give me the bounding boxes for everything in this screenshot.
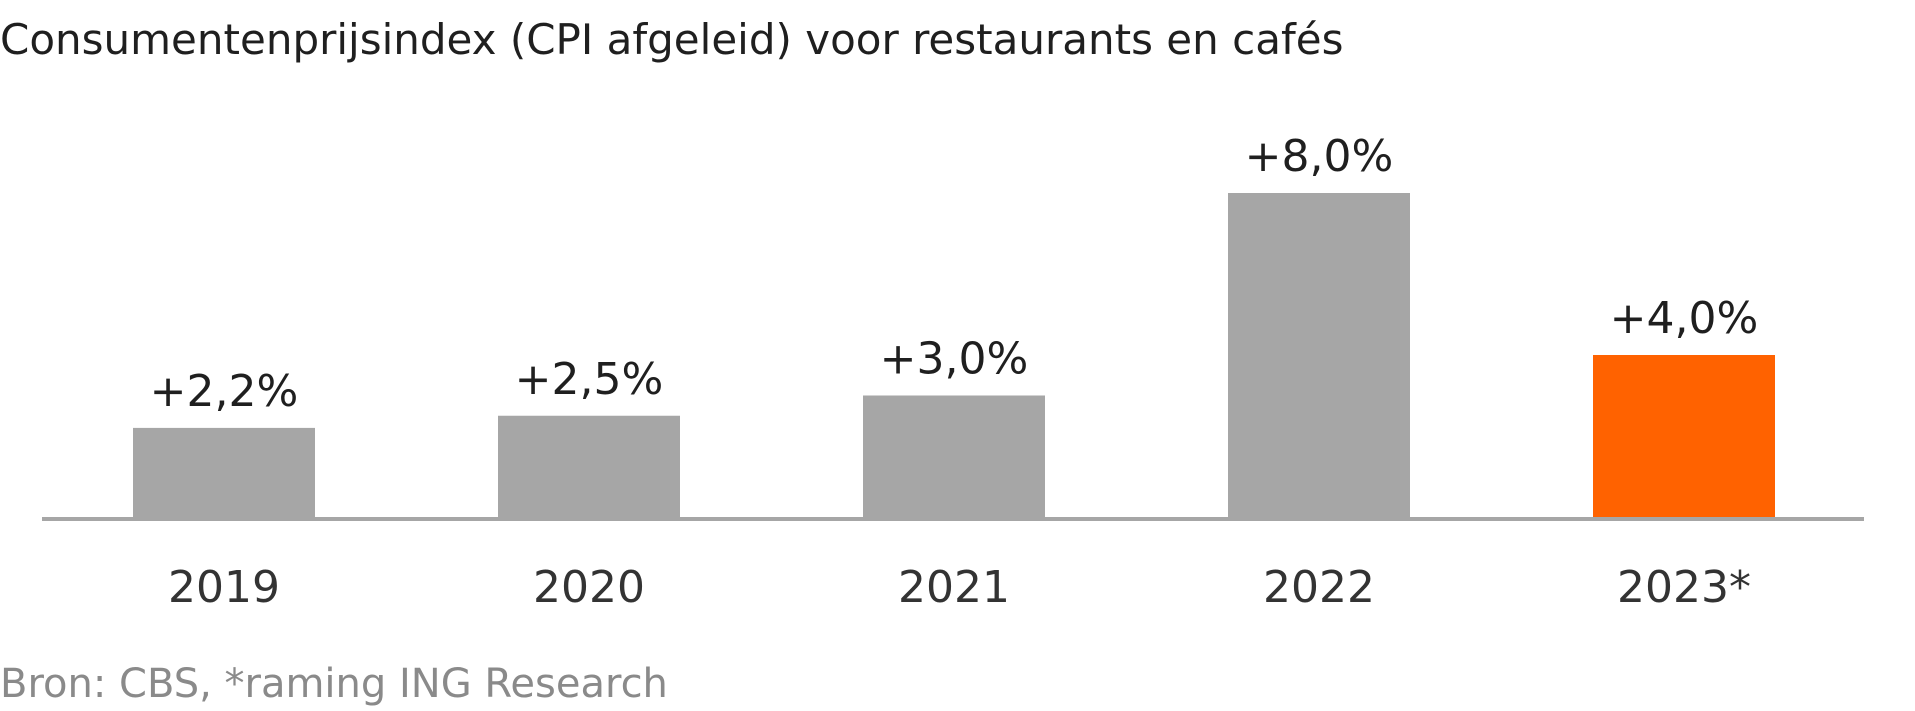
bar-2020 bbox=[498, 415, 680, 517]
value-label-2020: +2,5% bbox=[515, 354, 664, 405]
value-label-2022: +8,0% bbox=[1245, 131, 1394, 182]
bar-2023 bbox=[1593, 355, 1775, 517]
value-label-2021: +3,0% bbox=[880, 334, 1029, 385]
value-label-2023: +4,0% bbox=[1610, 293, 1759, 344]
category-label-2019: 2019 bbox=[168, 562, 280, 613]
category-label-2021: 2021 bbox=[898, 562, 1010, 613]
value-label-2019: +2,2% bbox=[150, 366, 299, 417]
bar-2022 bbox=[1228, 193, 1410, 517]
chart-title: Consumentenprijsindex (CPI afgeleid) voo… bbox=[0, 15, 1343, 64]
category-label-2022: 2022 bbox=[1263, 562, 1375, 613]
category-label-2023: 2023* bbox=[1617, 562, 1751, 613]
bar-2019 bbox=[133, 427, 315, 517]
bar-2021 bbox=[863, 395, 1045, 517]
category-label-2020: 2020 bbox=[533, 562, 645, 613]
source-note: Bron: CBS, *raming ING Research bbox=[0, 661, 668, 707]
plot-area: +2,2% 2019 +2,5% 2020 +3,0% 2021 +8,0% 2022 +4,0… bbox=[133, 131, 1775, 613]
